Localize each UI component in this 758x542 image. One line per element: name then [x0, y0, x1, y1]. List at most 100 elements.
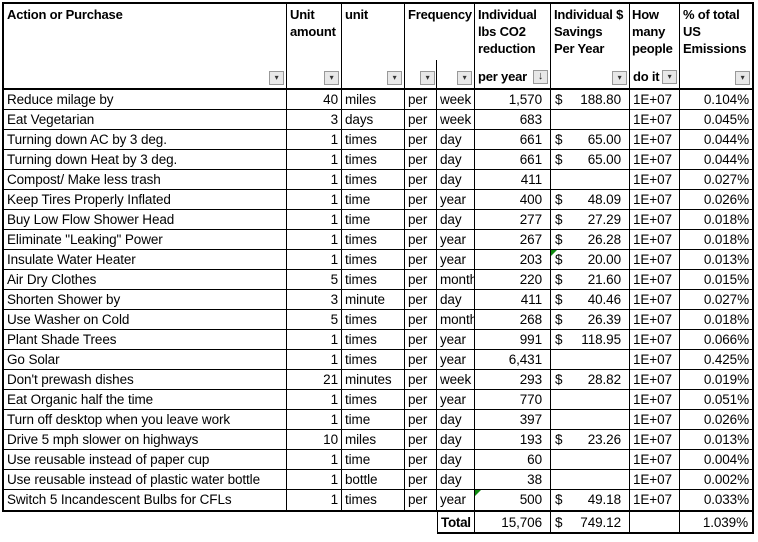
cell-frequency[interactable]: month — [437, 270, 475, 290]
cell-unit-amount[interactable]: 1 — [287, 170, 342, 190]
cell-per[interactable]: per — [405, 490, 437, 510]
cell-savings[interactable]: $26.28 — [551, 230, 630, 250]
cell-percent[interactable]: 0.027% — [680, 170, 752, 190]
header-unit[interactable]: unit ▾ — [342, 4, 405, 88]
cell-people[interactable]: 1E+07 — [630, 410, 680, 430]
header-dollar-savings[interactable]: Individual $ Savings Per Year ▾ — [551, 4, 630, 88]
cell-per[interactable]: per — [405, 170, 437, 190]
cell-frequency[interactable]: year — [437, 230, 475, 250]
cell-unit-amount[interactable]: 1 — [287, 390, 342, 410]
total-percent-cell[interactable]: 1.039% — [680, 512, 754, 534]
header-unit-amount[interactable]: Unit amount ▾ — [287, 4, 342, 88]
cell-people[interactable]: 1E+07 — [630, 330, 680, 350]
cell-co2[interactable]: 991 — [475, 330, 551, 350]
total-people-cell[interactable] — [630, 512, 680, 534]
cell-savings[interactable] — [551, 450, 630, 470]
cell-co2[interactable]: 220 — [475, 270, 551, 290]
cell-frequency[interactable]: day — [437, 410, 475, 430]
cell-unit-amount[interactable]: 1 — [287, 250, 342, 270]
cell-per[interactable]: per — [405, 330, 437, 350]
filter-dropdown-icon-frequency-unit[interactable]: ▾ — [457, 71, 472, 85]
cell-frequency[interactable]: week — [437, 110, 475, 130]
filter-dropdown-icon-people[interactable]: ▾ — [662, 69, 677, 84]
cell-percent[interactable]: 0.066% — [680, 330, 752, 350]
cell-percent[interactable]: 0.019% — [680, 370, 752, 390]
cell-co2[interactable]: 411 — [475, 170, 551, 190]
cell-frequency[interactable]: day — [437, 470, 475, 490]
cell-unit[interactable]: times — [342, 390, 405, 410]
cell-people[interactable]: 1E+07 — [630, 210, 680, 230]
cell-savings[interactable]: $40.46 — [551, 290, 630, 310]
cell-percent[interactable]: 0.045% — [680, 110, 752, 130]
cell-percent[interactable]: 0.026% — [680, 410, 752, 430]
cell-savings[interactable]: $65.00 — [551, 130, 630, 150]
cell-unit[interactable]: time — [342, 410, 405, 430]
cell-unit[interactable]: minutes — [342, 370, 405, 390]
cell-action[interactable]: Turn off desktop when you leave work — [4, 410, 287, 430]
cell-unit-amount[interactable]: 1 — [287, 130, 342, 150]
cell-unit-amount[interactable]: 3 — [287, 290, 342, 310]
cell-savings[interactable]: $23.26 — [551, 430, 630, 450]
total-co2-cell[interactable]: 15,706 — [475, 512, 551, 534]
cell-people[interactable]: 1E+07 — [630, 470, 680, 490]
cell-action[interactable]: Shorten Shower by — [4, 290, 287, 310]
cell-people[interactable]: 1E+07 — [630, 490, 680, 510]
cell-percent[interactable]: 0.018% — [680, 210, 752, 230]
cell-unit-amount[interactable]: 1 — [287, 410, 342, 430]
cell-action[interactable]: Don't prewash dishes — [4, 370, 287, 390]
cell-people[interactable]: 1E+07 — [630, 170, 680, 190]
cell-savings[interactable]: $21.60 — [551, 270, 630, 290]
cell-percent[interactable]: 0.044% — [680, 150, 752, 170]
cell-co2[interactable]: 277 — [475, 210, 551, 230]
header-frequency[interactable]: Frequency ▾ ▾ — [405, 4, 475, 88]
cell-frequency[interactable]: day — [437, 450, 475, 470]
cell-per[interactable]: per — [405, 390, 437, 410]
cell-co2[interactable]: 293 — [475, 370, 551, 390]
cell-co2[interactable]: 1,570 — [475, 90, 551, 110]
cell-unit[interactable]: times — [342, 490, 405, 510]
sort-filter-dropdown-icon-co2[interactable]: ↓ — [533, 69, 548, 84]
cell-action[interactable]: Eliminate "Leaking" Power — [4, 230, 287, 250]
cell-action[interactable]: Eat Organic half the time — [4, 390, 287, 410]
cell-savings[interactable]: $48.09 — [551, 190, 630, 210]
cell-savings[interactable]: $188.80 — [551, 90, 630, 110]
cell-frequency[interactable]: day — [437, 210, 475, 230]
cell-action[interactable]: Turning down AC by 3 deg. — [4, 130, 287, 150]
cell-percent[interactable]: 0.027% — [680, 290, 752, 310]
cell-people[interactable]: 1E+07 — [630, 190, 680, 210]
cell-frequency[interactable]: day — [437, 130, 475, 150]
header-action-or-purchase[interactable]: Action or Purchase ▾ — [4, 4, 287, 88]
cell-action[interactable]: Turning down Heat by 3 deg. — [4, 150, 287, 170]
cell-action[interactable]: Switch 5 Incandescent Bulbs for CFLs — [4, 490, 287, 510]
cell-percent[interactable]: 0.002% — [680, 470, 752, 490]
cell-unit[interactable]: times — [342, 310, 405, 330]
cell-unit-amount[interactable]: 3 — [287, 110, 342, 130]
cell-savings[interactable]: $27.29 — [551, 210, 630, 230]
cell-per[interactable]: per — [405, 290, 437, 310]
cell-unit-amount[interactable]: 1 — [287, 190, 342, 210]
cell-frequency[interactable]: year — [437, 190, 475, 210]
cell-unit-amount[interactable]: 40 — [287, 90, 342, 110]
header-percent-emissions[interactable]: % of total US Emissions ▾ — [680, 4, 752, 88]
cell-action[interactable]: Keep Tires Properly Inflated — [4, 190, 287, 210]
cell-per[interactable]: per — [405, 190, 437, 210]
cell-unit[interactable]: time — [342, 210, 405, 230]
cell-action[interactable]: Plant Shade Trees — [4, 330, 287, 350]
cell-frequency[interactable]: year — [437, 390, 475, 410]
cell-unit-amount[interactable]: 1 — [287, 330, 342, 350]
cell-percent[interactable]: 0.026% — [680, 190, 752, 210]
cell-unit[interactable]: times — [342, 330, 405, 350]
cell-unit-amount[interactable]: 1 — [287, 470, 342, 490]
cell-frequency[interactable]: year — [437, 250, 475, 270]
cell-co2[interactable]: 400 — [475, 190, 551, 210]
filter-dropdown-icon-unit-amount[interactable]: ▾ — [324, 71, 339, 85]
cell-co2[interactable]: 267 — [475, 230, 551, 250]
cell-co2[interactable]: 6,431 — [475, 350, 551, 370]
cell-savings[interactable]: $26.39 — [551, 310, 630, 330]
cell-frequency[interactable]: day — [437, 430, 475, 450]
cell-savings[interactable] — [551, 350, 630, 370]
cell-per[interactable]: per — [405, 210, 437, 230]
cell-savings[interactable] — [551, 410, 630, 430]
cell-co2[interactable]: 661 — [475, 130, 551, 150]
cell-unit-amount[interactable]: 5 — [287, 310, 342, 330]
